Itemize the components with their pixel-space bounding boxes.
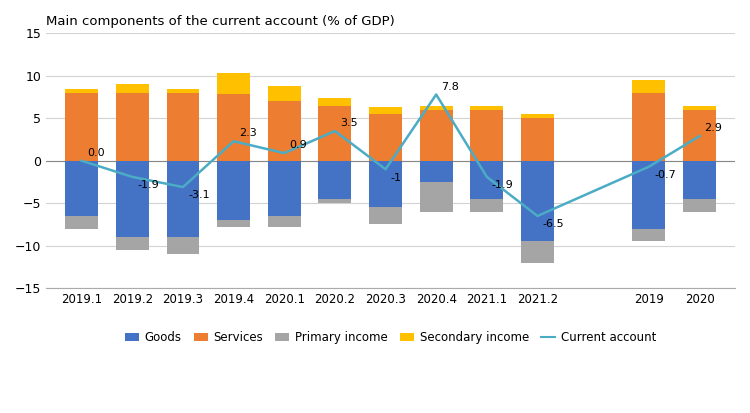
Bar bbox=[268, 86, 301, 101]
Bar bbox=[632, 161, 665, 229]
Text: 2.3: 2.3 bbox=[238, 128, 256, 138]
Bar bbox=[470, 161, 503, 199]
Bar bbox=[65, 216, 98, 229]
Bar bbox=[268, 161, 301, 216]
Bar bbox=[521, 242, 554, 263]
Bar bbox=[369, 161, 402, 207]
Bar bbox=[683, 110, 716, 161]
Bar bbox=[65, 88, 98, 93]
Bar bbox=[420, 110, 453, 161]
Bar bbox=[319, 106, 351, 161]
Text: -1: -1 bbox=[391, 173, 401, 183]
Bar bbox=[319, 161, 351, 199]
Bar bbox=[683, 199, 716, 212]
Text: 7.8: 7.8 bbox=[441, 81, 459, 92]
Text: -1.9: -1.9 bbox=[492, 180, 514, 190]
Bar bbox=[420, 106, 453, 110]
Bar bbox=[632, 93, 665, 161]
Bar bbox=[470, 199, 503, 212]
Bar bbox=[166, 161, 200, 237]
Bar bbox=[369, 107, 402, 114]
Bar bbox=[116, 84, 148, 93]
Bar bbox=[521, 114, 554, 118]
Bar bbox=[217, 161, 250, 220]
Bar bbox=[166, 93, 200, 161]
Bar bbox=[217, 73, 250, 95]
Bar bbox=[420, 161, 453, 182]
Bar bbox=[369, 207, 402, 225]
Bar bbox=[268, 101, 301, 161]
Bar bbox=[632, 80, 665, 93]
Bar bbox=[268, 216, 301, 227]
Bar bbox=[632, 229, 665, 242]
Bar bbox=[470, 106, 503, 110]
Bar bbox=[166, 88, 200, 93]
Bar bbox=[521, 161, 554, 242]
Text: 2.9: 2.9 bbox=[704, 123, 722, 133]
Text: -6.5: -6.5 bbox=[542, 219, 564, 229]
Bar bbox=[319, 199, 351, 203]
Bar bbox=[217, 95, 250, 161]
Bar bbox=[217, 220, 250, 227]
Legend: Goods, Services, Primary income, Secondary income, Current account: Goods, Services, Primary income, Seconda… bbox=[120, 326, 662, 349]
Bar bbox=[521, 118, 554, 161]
Bar bbox=[116, 161, 148, 237]
Bar bbox=[369, 114, 402, 161]
Bar bbox=[116, 237, 148, 250]
Bar bbox=[65, 93, 98, 161]
Bar bbox=[319, 98, 351, 106]
Text: 0.0: 0.0 bbox=[87, 148, 104, 158]
Bar bbox=[683, 106, 716, 110]
Bar bbox=[420, 182, 453, 212]
Text: 3.5: 3.5 bbox=[340, 118, 358, 128]
Text: Main components of the current account (% of GDP): Main components of the current account (… bbox=[46, 15, 395, 28]
Text: 0.9: 0.9 bbox=[290, 140, 307, 150]
Bar bbox=[65, 161, 98, 216]
Text: -1.9: -1.9 bbox=[137, 180, 159, 190]
Bar bbox=[470, 110, 503, 161]
Bar bbox=[683, 161, 716, 199]
Text: -0.7: -0.7 bbox=[654, 170, 676, 180]
Text: -3.1: -3.1 bbox=[188, 190, 210, 200]
Bar bbox=[116, 93, 148, 161]
Bar bbox=[166, 237, 200, 254]
